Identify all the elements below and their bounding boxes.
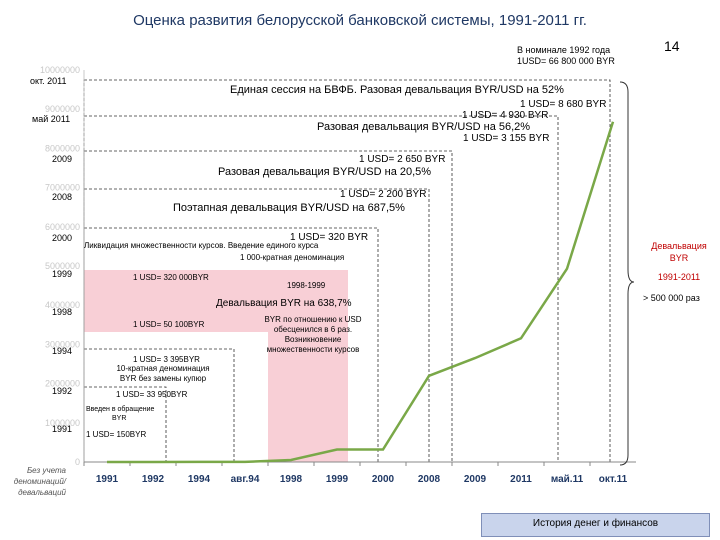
annotation-1998-devaluation: Девальвация BYR на 638,7% <box>216 298 352 309</box>
annotation-1998-byr: BYR по отношению к USD обесценился в 6 р… <box>248 315 378 355</box>
annotation-1994-rate2: 1 USD= 33 950BYR <box>116 390 188 399</box>
footer-box <box>481 513 710 537</box>
annotation-1998-byr-line: Возникновение <box>284 335 342 344</box>
year-label-1991: 1991 <box>52 424 73 434</box>
annotation-may2011-prev-rate: 1 USD= 3 155 BYR <box>463 133 550 144</box>
side-note-devaluation: Девальвация BYR <box>638 240 720 264</box>
side-note-devaluation-line: Девальвация <box>651 241 707 251</box>
period-band-1998-1999 <box>268 270 348 462</box>
year-label-1992: 1992 <box>52 386 73 396</box>
annotation-1992-introduction-line: BYR <box>112 415 127 422</box>
annotation-2000-line1: Ликвидация множественности курсов. Введе… <box>84 241 319 250</box>
annotation-1994-denomination-line: BYR без замены купюр <box>119 374 207 383</box>
y-tick-label: 9000000 <box>45 104 80 114</box>
year-label-2000: 2000 <box>52 233 73 243</box>
y-tick-label: 3000000 <box>45 339 80 349</box>
x-tick-label: 1991 <box>96 474 119 485</box>
y-tick-label: 8000000 <box>45 143 80 153</box>
y-tick-label: 10000000 <box>40 65 80 75</box>
x-tick-label: 2009 <box>464 474 487 485</box>
right-brace <box>619 81 635 466</box>
y-tick-label: 5000000 <box>45 261 80 271</box>
bottom-note-line: девальваций <box>18 488 66 497</box>
y-tick-label: 2000000 <box>45 379 80 389</box>
denomination-note-line: В номинале 1992 года <box>517 45 611 55</box>
year-label-2008: 2008 <box>52 192 73 202</box>
x-tick-label: 1992 <box>142 474 165 485</box>
x-tick-label: авг.94 <box>231 474 260 485</box>
annotation-1992-introduction: Введен в обращение BYR <box>86 405 154 423</box>
annotation-may2011: Разовая девальвация BYR/USD на 56,2% <box>317 121 531 133</box>
bottom-note-line: Без учета <box>26 466 66 475</box>
bottom-note-line: деноминаций/ <box>13 477 66 486</box>
annotation-1994-denomination-line: 10-кратная деноминация <box>116 364 210 373</box>
x-tick-label: май.11 <box>551 474 584 485</box>
y-tick-label: 1000000 <box>45 418 80 428</box>
side-note-times: > 500 000 раз <box>643 293 700 303</box>
year-label-1998: 1998 <box>52 307 73 317</box>
annotation-1992-introduction-line: Введен в обращение <box>86 406 155 413</box>
y-tick-label: 6000000 <box>45 222 80 232</box>
annotation-1999-rate: 1 USD= 320 000BYR <box>133 273 209 282</box>
annotation-1998-byr-line: BYR по отношению к USD <box>264 315 362 324</box>
x-tick-label: 1999 <box>326 474 349 485</box>
chart-line-series <box>107 121 615 464</box>
year-label-oct2011: окт. 2011 <box>30 76 67 86</box>
annotation-2009-rate: 1 USD= 2 650 BYR <box>359 154 446 165</box>
year-label-2009: 2009 <box>52 154 73 164</box>
annotation-1994-denomination: 10-кратная деноминация BYR без замены ку… <box>100 364 226 384</box>
bottom-note: Без учета деноминаций/ девальваций <box>2 465 66 498</box>
annotation-1998-period: 1998-1999 <box>287 281 326 290</box>
annotation-1991-rate: 1 USD= 150BYR <box>86 430 147 439</box>
annotation-1994-rate: 1 USD= 3 395BYR <box>133 355 200 364</box>
x-tick-label: 2000 <box>372 474 395 485</box>
y-tick-label: 0 <box>75 457 80 467</box>
year-label-may2011: май 2011 <box>32 114 71 124</box>
page-title: Оценка развития белорусской банковской с… <box>133 12 587 29</box>
annotation-may2011-rate: 1 USD= 4 930 BYR <box>462 110 549 121</box>
denomination-note-line: 1USD= 66 800 000 BYR <box>517 56 615 66</box>
page-number: 14 <box>664 38 680 54</box>
footer-label: История денег и финансов <box>532 518 659 529</box>
denomination-note: В номинале 1992 года 1USD= 66 800 000 BY… <box>517 45 615 67</box>
annotation-1998-byr-line: обесценился в 6 раз. <box>273 325 353 334</box>
x-tick-label: 1998 <box>280 474 303 485</box>
annotation-1998-byr-line: множественности курсов <box>266 345 360 354</box>
y-tick-label: 4000000 <box>45 300 80 310</box>
annotation-1998-rate: 1 USD= 50 100BYR <box>133 320 205 329</box>
annotation-oct2011: Единая сессия на БВФБ. Разовая девальвац… <box>230 84 564 96</box>
side-note-devaluation-line: BYR <box>669 253 689 263</box>
year-label-1994: 1994 <box>52 346 73 356</box>
annotation-oct2011-rate: 1 USD= 8 680 BYR <box>520 99 607 110</box>
side-note-years: 1991-2011 <box>657 272 701 282</box>
annotation-2000-line2: 1 000-кратная деноминация <box>240 253 345 262</box>
annotation-2009: Разовая девальвация BYR/USD на 20,5% <box>218 166 432 178</box>
y-tick-label: 7000000 <box>45 183 80 193</box>
x-tick-label: 2011 <box>510 474 532 485</box>
x-tick-label: окт.11 <box>599 474 628 485</box>
annotation-2008-rate: 1 USD= 2 200 BYR <box>340 189 427 200</box>
annotation-2008: Поэтапная девальвация BYR/USD на 687,5% <box>173 202 405 214</box>
x-tick-label: 1994 <box>188 474 211 485</box>
x-tick-label: 2008 <box>418 474 441 485</box>
annotation-2000-rate: 1 USD= 320 BYR <box>290 232 369 243</box>
year-label-1999: 1999 <box>52 269 73 279</box>
